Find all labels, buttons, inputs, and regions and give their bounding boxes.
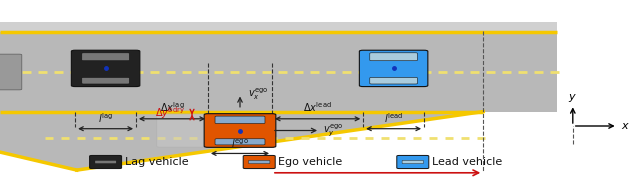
Text: $l^\mathrm{ego}$: $l^\mathrm{ego}$ <box>231 138 249 150</box>
FancyBboxPatch shape <box>215 139 265 145</box>
FancyBboxPatch shape <box>370 53 417 61</box>
FancyBboxPatch shape <box>157 114 227 147</box>
Polygon shape <box>0 112 483 170</box>
Text: $v_y^\mathrm{ego}$: $v_y^\mathrm{ego}$ <box>323 123 344 138</box>
FancyBboxPatch shape <box>243 155 275 168</box>
Text: $l^\mathrm{lead}$: $l^\mathrm{lead}$ <box>384 112 403 125</box>
FancyBboxPatch shape <box>204 114 276 147</box>
FancyBboxPatch shape <box>360 50 428 87</box>
Text: $\Delta x^\mathrm{lag}$: $\Delta x^\mathrm{lag}$ <box>160 100 184 114</box>
Text: $\Delta x^\mathrm{lead}$: $\Delta x^\mathrm{lead}$ <box>303 100 332 114</box>
Text: $v_x^\mathrm{ego}$: $v_x^\mathrm{ego}$ <box>248 87 268 102</box>
FancyBboxPatch shape <box>370 77 417 84</box>
FancyBboxPatch shape <box>82 53 129 61</box>
FancyBboxPatch shape <box>397 155 429 168</box>
Bar <box>0 22 557 32</box>
Text: Ego vehicle: Ego vehicle <box>278 157 342 167</box>
FancyBboxPatch shape <box>95 160 116 164</box>
FancyBboxPatch shape <box>215 116 265 123</box>
Text: $y$: $y$ <box>568 91 577 103</box>
FancyBboxPatch shape <box>82 77 129 84</box>
Text: $\Delta y^\mathrm{bdry}$: $\Delta y^\mathrm{bdry}$ <box>156 105 186 121</box>
FancyBboxPatch shape <box>402 160 424 164</box>
FancyBboxPatch shape <box>0 54 22 90</box>
Text: $l^\mathrm{lag}$: $l^\mathrm{lag}$ <box>98 112 113 125</box>
Text: $x$: $x$ <box>621 121 630 131</box>
Polygon shape <box>0 32 557 112</box>
Text: Lag vehicle: Lag vehicle <box>125 157 188 167</box>
FancyBboxPatch shape <box>90 155 122 168</box>
Text: Lead vehicle: Lead vehicle <box>432 157 502 167</box>
FancyBboxPatch shape <box>72 50 140 87</box>
Text: $\Delta x^\mathrm{end}$: $\Delta x^\mathrm{end}$ <box>364 178 391 180</box>
FancyBboxPatch shape <box>248 160 270 164</box>
